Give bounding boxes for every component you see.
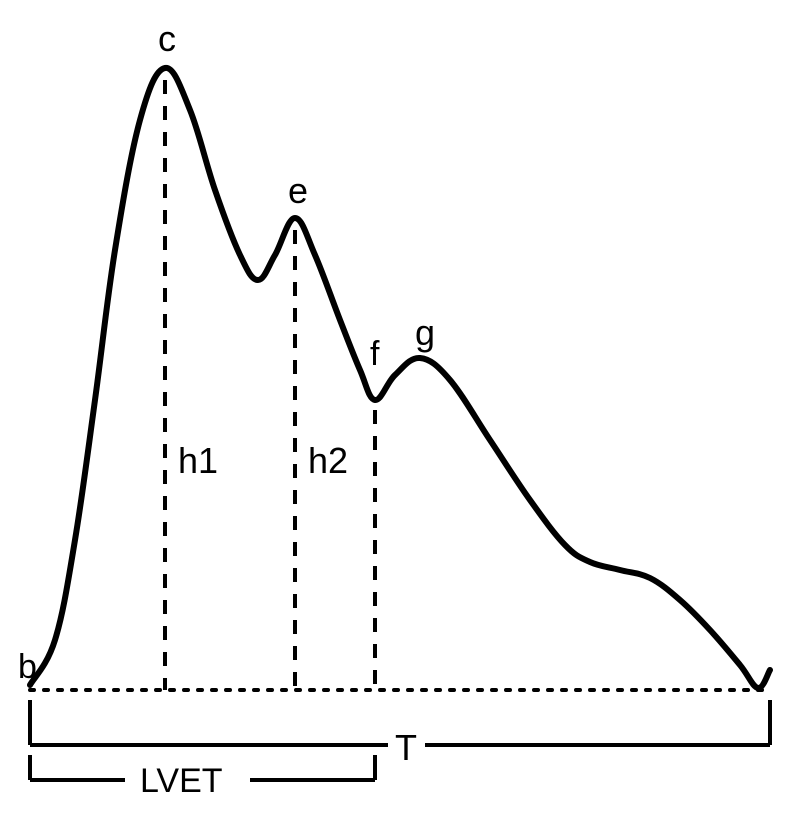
- label-c: c: [158, 18, 176, 60]
- label-h2: h2: [308, 440, 348, 482]
- label-h1: h1: [178, 440, 218, 482]
- label-b: b: [18, 648, 37, 687]
- label-e: e: [288, 170, 308, 212]
- waveform-diagram: [0, 0, 800, 825]
- label-LVET: LVET: [140, 762, 223, 801]
- label-f: f: [370, 335, 379, 374]
- label-g: g: [415, 312, 435, 354]
- label-T: T: [395, 727, 417, 769]
